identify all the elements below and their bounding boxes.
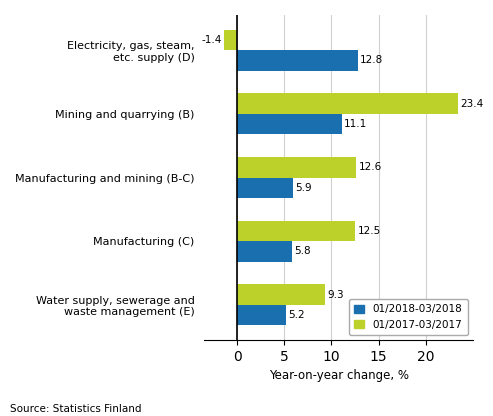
Legend: 01/2018-03/2018, 01/2017-03/2017: 01/2018-03/2018, 01/2017-03/2017: [349, 299, 468, 335]
Text: 5.9: 5.9: [295, 183, 312, 193]
Bar: [237, 305, 286, 325]
Text: 5.2: 5.2: [288, 310, 305, 320]
Text: 5.8: 5.8: [294, 246, 311, 256]
Bar: [237, 285, 325, 305]
Bar: [224, 30, 237, 50]
Text: Source: Statistics Finland: Source: Statistics Finland: [10, 404, 141, 414]
Text: 11.1: 11.1: [344, 119, 367, 129]
Text: 12.8: 12.8: [360, 55, 384, 65]
Bar: [237, 221, 355, 241]
Text: 12.5: 12.5: [357, 226, 381, 236]
Text: 12.6: 12.6: [358, 162, 382, 172]
Bar: [237, 241, 292, 262]
Bar: [237, 50, 358, 71]
Bar: [237, 94, 458, 114]
Text: -1.4: -1.4: [201, 35, 222, 45]
Bar: [237, 114, 342, 134]
Bar: [237, 157, 356, 178]
Text: 23.4: 23.4: [460, 99, 483, 109]
X-axis label: Year-on-year change, %: Year-on-year change, %: [269, 369, 409, 382]
Bar: [237, 178, 293, 198]
Text: 9.3: 9.3: [327, 290, 344, 300]
